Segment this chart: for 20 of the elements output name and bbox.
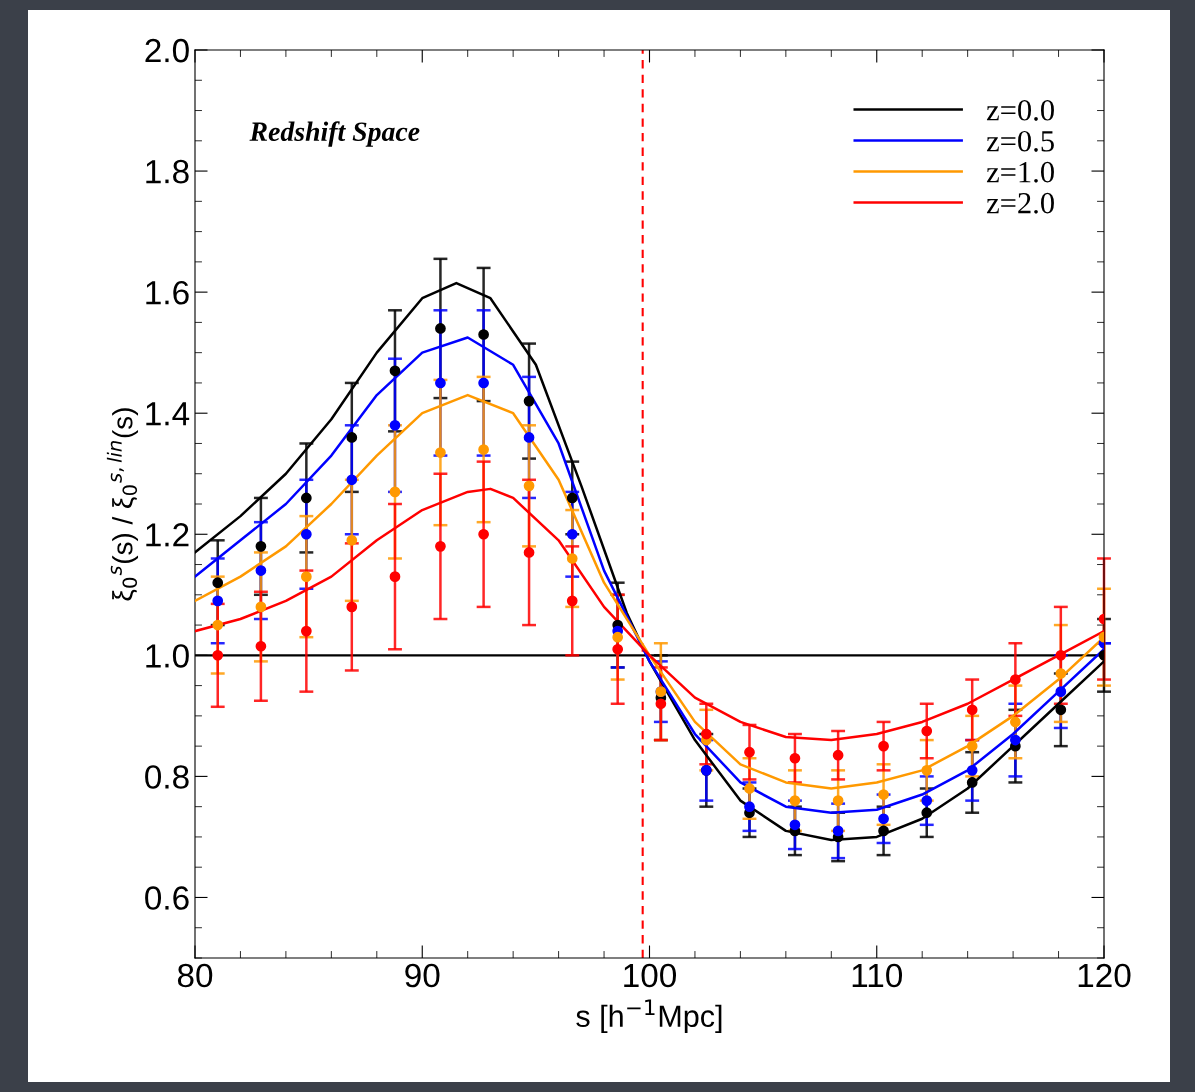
y-tick-label: 1.8 <box>146 159 189 184</box>
y-tick-label: 2.0 <box>145 38 189 63</box>
y-tick-label: 1.4 <box>146 402 190 426</box>
x-tick-label: 90 <box>405 963 440 988</box>
y-tick-label: 0.6 <box>145 886 189 910</box>
annotation: Redshift Space <box>249 121 420 147</box>
x-axis-title: s [h$^{−1}$Mpc] <box>576 999 722 1034</box>
x-tick-label: 80 <box>177 963 213 988</box>
x-tick-label: 120 <box>1078 963 1131 988</box>
legend-label: z=2.0 <box>986 192 1054 214</box>
y-tick-label: 1.6 <box>146 280 189 305</box>
y-axis-title: ξ$_{0}$$^{s}$(s) / ξ$_{0}$$^{s,lin}$(s) <box>106 408 139 601</box>
x-tick-label: 110 <box>852 963 903 988</box>
y-tick-label: 1.2 <box>146 523 189 547</box>
y-tick-label: 1.0 <box>146 644 189 668</box>
legend-label: z=0.0 <box>986 99 1054 121</box>
legend-label: z=1.0 <box>986 161 1054 183</box>
x-tick-label: 100 <box>624 963 677 988</box>
y-tick-label: 0.8 <box>145 765 189 789</box>
legend-label: z=0.5 <box>986 130 1054 152</box>
